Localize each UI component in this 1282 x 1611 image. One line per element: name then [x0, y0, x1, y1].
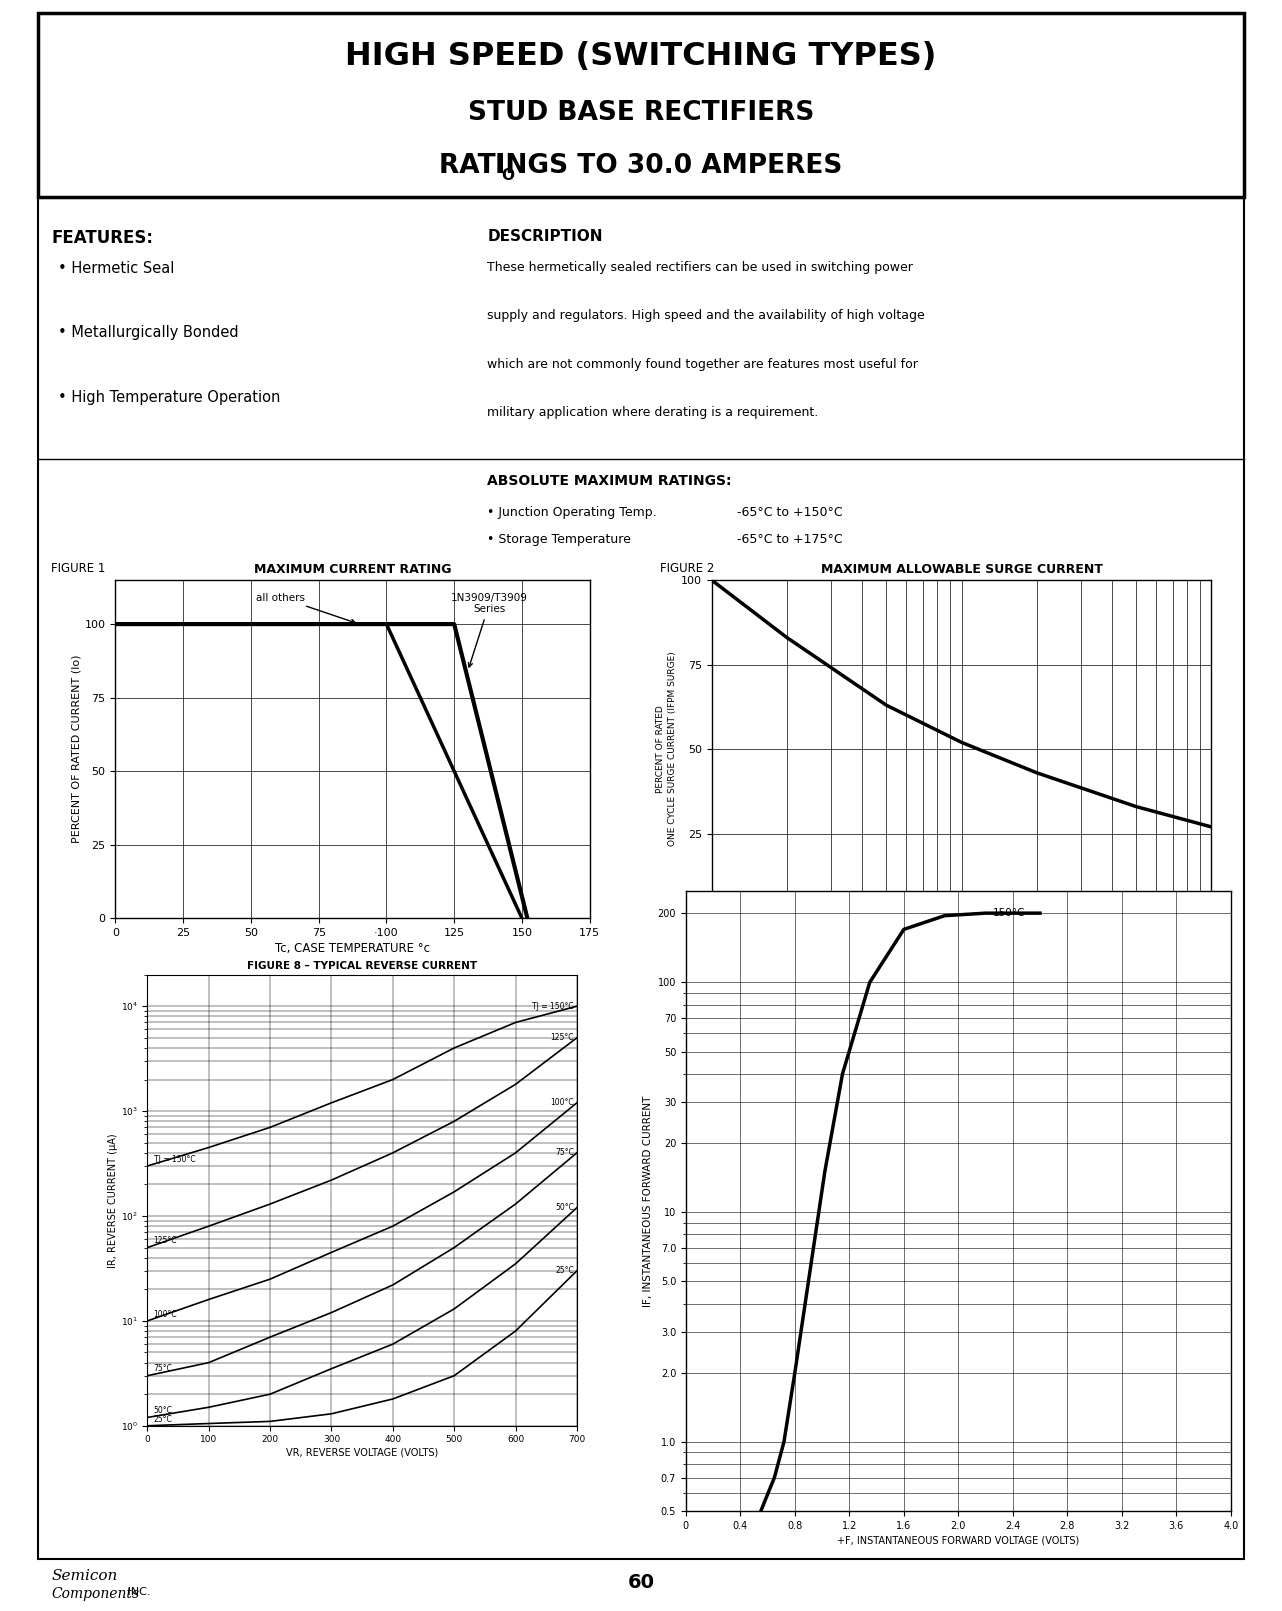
Text: supply and regulators. High speed and the availability of high voltage: supply and regulators. High speed and th…: [487, 309, 924, 322]
Text: HIGH SPEED (SWITCHING TYPES): HIGH SPEED (SWITCHING TYPES): [345, 40, 937, 72]
Text: 1N3909/T3909
Series: 1N3909/T3909 Series: [451, 593, 528, 667]
Text: RATINGS TO 30.0 AMPERES: RATINGS TO 30.0 AMPERES: [440, 153, 842, 179]
Text: 60: 60: [627, 1572, 655, 1592]
Text: 25°C: 25°C: [154, 1414, 172, 1424]
Text: • Metallurgically Bonded: • Metallurgically Bonded: [58, 325, 238, 340]
Text: 25°C: 25°C: [555, 1266, 574, 1276]
Text: TJ = 150°C: TJ = 150°C: [532, 1002, 574, 1010]
Text: TJ = 150°C: TJ = 150°C: [154, 1155, 195, 1163]
Text: Components: Components: [51, 1587, 140, 1601]
Text: • Hermetic Seal: • Hermetic Seal: [58, 261, 174, 275]
Text: • Storage Temperature: • Storage Temperature: [487, 533, 631, 546]
Text: INC.: INC.: [124, 1587, 151, 1597]
Text: DESCRIPTION: DESCRIPTION: [487, 229, 603, 243]
Text: 75°C: 75°C: [555, 1149, 574, 1157]
Y-axis label: IR, REVERSE CURRENT (μA): IR, REVERSE CURRENT (μA): [108, 1133, 118, 1268]
Text: military application where derating is a requirement.: military application where derating is a…: [487, 406, 818, 419]
Text: 50°C: 50°C: [555, 1203, 574, 1211]
X-axis label: Tc, CASE TEMPERATURE °c: Tc, CASE TEMPERATURE °c: [276, 942, 429, 955]
Text: 100°C: 100°C: [550, 1099, 574, 1107]
Y-axis label: PERCENT OF RATED
ONE CYCLE SURGE CURRENT (IFPM SURGE): PERCENT OF RATED ONE CYCLE SURGE CURRENT…: [656, 652, 677, 846]
Text: 125°C: 125°C: [550, 1033, 574, 1042]
Text: • Junction Operating Temp.: • Junction Operating Temp.: [487, 506, 656, 519]
Text: • High Temperature Operation: • High Temperature Operation: [58, 390, 279, 404]
Text: Semicon: Semicon: [51, 1569, 118, 1584]
X-axis label: +F, INSTANTANEOUS FORWARD VOLTAGE (VOLTS): +F, INSTANTANEOUS FORWARD VOLTAGE (VOLTS…: [837, 1535, 1079, 1545]
Text: 100°C: 100°C: [154, 1310, 177, 1319]
Title: MAXIMUM CURRENT RATING: MAXIMUM CURRENT RATING: [254, 562, 451, 577]
Text: FEATURES:: FEATURES:: [51, 229, 154, 246]
Text: FIGURE 1: FIGURE 1: [51, 562, 105, 575]
Text: which are not commonly found together are features most useful for: which are not commonly found together ar…: [487, 358, 918, 371]
Text: 125°C: 125°C: [154, 1236, 177, 1245]
Text: STUD BASE RECTIFIERS: STUD BASE RECTIFIERS: [468, 100, 814, 126]
Text: I: I: [495, 153, 505, 179]
Text: 75°C: 75°C: [154, 1365, 173, 1374]
Text: -65°C to +175°C: -65°C to +175°C: [737, 533, 842, 546]
Y-axis label: IF, INSTANTANEOUS FORWARD CURRENT: IF, INSTANTANEOUS FORWARD CURRENT: [644, 1095, 654, 1307]
Text: ABSOLUTE MAXIMUM RATINGS:: ABSOLUTE MAXIMUM RATINGS:: [487, 474, 732, 488]
Text: O: O: [501, 168, 514, 184]
Text: 50°C: 50°C: [154, 1406, 173, 1414]
Text: These hermetically sealed rectifiers can be used in switching power: These hermetically sealed rectifiers can…: [487, 261, 913, 274]
Text: -65°C to +150°C: -65°C to +150°C: [737, 506, 842, 519]
Text: 150°C: 150°C: [992, 907, 1024, 918]
Title: MAXIMUM ALLOWABLE SURGE CURRENT: MAXIMUM ALLOWABLE SURGE CURRENT: [820, 562, 1103, 577]
X-axis label: NUMBER OF CYCLES AT 60HZ: NUMBER OF CYCLES AT 60HZ: [876, 942, 1047, 955]
Y-axis label: PERCENT OF RATED CURRENT (Io): PERCENT OF RATED CURRENT (Io): [72, 654, 82, 844]
Title: FIGURE 8 – TYPICAL REVERSE CURRENT: FIGURE 8 – TYPICAL REVERSE CURRENT: [247, 962, 477, 971]
Text: all others: all others: [256, 593, 355, 623]
Text: FIGURE 2: FIGURE 2: [660, 562, 714, 575]
X-axis label: VR, REVERSE VOLTAGE (VOLTS): VR, REVERSE VOLTAGE (VOLTS): [286, 1447, 438, 1458]
